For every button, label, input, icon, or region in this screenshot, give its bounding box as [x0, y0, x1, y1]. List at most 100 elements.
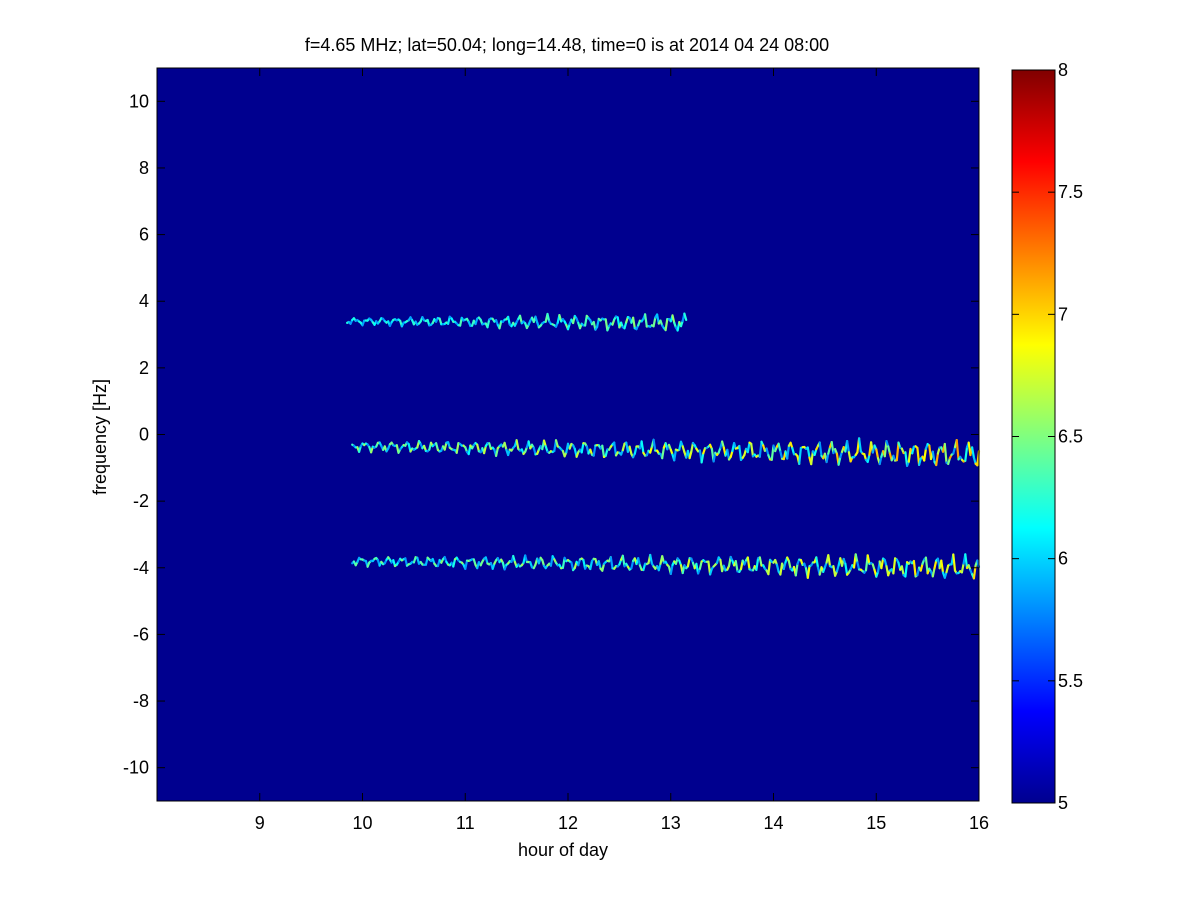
trace-segment: [935, 452, 940, 467]
trace-segment: [765, 447, 770, 457]
trace-segment: [912, 559, 917, 578]
trace-segment: [931, 450, 936, 463]
trace-segment: [904, 561, 909, 578]
trace-segment: [673, 448, 678, 462]
trace-segment: [746, 556, 751, 571]
trace-segment: [818, 441, 823, 457]
trace-segment: [806, 446, 811, 459]
trace-segment: [746, 441, 751, 454]
trace-segment: [782, 561, 787, 571]
trace-segment: [671, 314, 676, 324]
trace-segment: [621, 442, 626, 452]
trace-segment: [621, 554, 626, 568]
trace-segment: [609, 556, 614, 570]
trace-segment: [911, 445, 916, 455]
trace-segment: [464, 559, 469, 570]
trace-segment: [880, 557, 885, 570]
colorbar-tick-label: 7: [1058, 304, 1068, 324]
trace-segment: [919, 562, 924, 572]
trace-segment: [815, 556, 820, 569]
trace-segment: [483, 445, 487, 455]
trace-segment: [779, 450, 784, 460]
trace-segment: [845, 440, 851, 454]
trace-segment: [604, 448, 609, 457]
trace-segment: [875, 448, 880, 460]
y-tick-label: -8: [133, 691, 149, 711]
trace-segment: [589, 559, 594, 571]
trace-segment: [787, 559, 792, 571]
trace-segment: [649, 553, 654, 565]
trace-segment: [964, 446, 969, 462]
trace-segment: [854, 553, 859, 564]
trace-segment: [683, 312, 688, 321]
trace-segment: [498, 320, 503, 330]
trace-segment: [892, 557, 897, 575]
trace-segment: [943, 442, 948, 464]
trace-segment: [628, 445, 633, 456]
trace-segment: [952, 553, 957, 572]
trace-segment: [955, 439, 960, 461]
y-tick-label: -10: [123, 758, 149, 778]
trace-segment: [825, 452, 830, 464]
trace-segment: [495, 447, 499, 457]
trace-segment: [857, 437, 862, 453]
trace-segment: [904, 451, 909, 467]
trace-segment: [940, 559, 945, 574]
x-axis-label: hour of day: [518, 840, 608, 860]
y-axis: 10 8 6 4 2 0 -2 -4 -6 -8 -10: [123, 91, 979, 778]
trace-segment: [700, 452, 705, 464]
colorbar-tick-label: 7.5: [1058, 182, 1083, 202]
plot-area: [157, 68, 979, 801]
trace-segment: [837, 456, 842, 466]
trace-segment: [652, 316, 657, 328]
trace-segment: [507, 315, 511, 326]
trace-segment: [669, 563, 674, 576]
trace-segment: [758, 556, 763, 567]
trace-segment: [524, 554, 529, 564]
trace-segment: [518, 314, 523, 325]
trace-segment: [933, 559, 938, 570]
trace-segment: [597, 560, 602, 570]
trace-segment: [601, 562, 606, 572]
trace-segment: [750, 442, 755, 458]
trace-segment: [866, 554, 871, 565]
trace-segment: [546, 312, 551, 323]
trace-segment: [866, 453, 871, 463]
colorbar-axis: 8 7.5 7 6.5 6 5.5 5: [1012, 60, 1083, 813]
trace-segment: [613, 441, 618, 457]
trace-segment: [631, 316, 636, 330]
y-tick-label: 8: [139, 158, 149, 178]
x-tick-label: 13: [661, 813, 681, 833]
trace-segment: [827, 554, 832, 568]
x-axis: 9 10 11 12 13 14 15 16: [255, 68, 989, 833]
x-tick-label: 11: [456, 813, 475, 833]
x-tick-label: 12: [558, 813, 578, 833]
y-axis-label: frequency [Hz]: [90, 379, 110, 495]
y-tick-label: 10: [129, 91, 149, 111]
trace-segment: [856, 561, 861, 571]
trace-segment: [443, 441, 448, 451]
trace-segment: [435, 442, 439, 451]
trace-segment: [810, 450, 815, 466]
trace-segment: [633, 445, 638, 455]
trace-segment: [734, 560, 739, 573]
trace-segment: [583, 314, 588, 327]
trace-segment: [698, 560, 703, 570]
trace-segment: [827, 446, 832, 455]
y-tick-label: 2: [139, 358, 149, 378]
trace-segment: [758, 440, 763, 458]
trace-segment: [688, 450, 693, 460]
colorbar-tick-label: 6.5: [1058, 427, 1083, 447]
trace-segment: [601, 444, 606, 458]
x-tick-label: 16: [969, 813, 989, 833]
trace-segment: [786, 444, 791, 460]
trace-segment: [775, 563, 780, 573]
trace-segment: [931, 567, 936, 578]
trace-segment: [661, 446, 666, 460]
trace-segment: [777, 442, 782, 453]
y-tick-label: -4: [133, 558, 149, 578]
y-tick-label: -2: [133, 491, 149, 511]
trace-segment: [486, 318, 491, 329]
trace-segment: [964, 553, 969, 570]
